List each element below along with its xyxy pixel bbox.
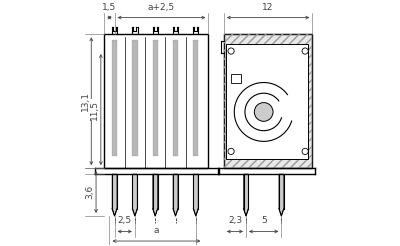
Polygon shape bbox=[173, 40, 178, 156]
Polygon shape bbox=[231, 75, 241, 82]
Text: 3,6: 3,6 bbox=[86, 185, 94, 199]
Polygon shape bbox=[193, 40, 198, 156]
Polygon shape bbox=[132, 174, 137, 216]
Text: 2,3: 2,3 bbox=[228, 216, 242, 226]
Polygon shape bbox=[224, 34, 312, 168]
Text: 2,5: 2,5 bbox=[118, 216, 132, 226]
Text: 11,5: 11,5 bbox=[90, 100, 99, 120]
Circle shape bbox=[254, 103, 273, 121]
Text: 13,1: 13,1 bbox=[81, 91, 90, 111]
Polygon shape bbox=[194, 174, 198, 216]
Polygon shape bbox=[132, 40, 138, 156]
Polygon shape bbox=[244, 174, 248, 216]
Polygon shape bbox=[279, 174, 284, 216]
Text: 1,5: 1,5 bbox=[102, 3, 117, 12]
Text: 12: 12 bbox=[262, 3, 274, 12]
Polygon shape bbox=[173, 174, 178, 216]
Polygon shape bbox=[226, 44, 308, 159]
Text: a+2,5: a+2,5 bbox=[148, 3, 175, 12]
Polygon shape bbox=[152, 40, 158, 156]
Text: a: a bbox=[154, 226, 159, 235]
Polygon shape bbox=[153, 174, 158, 216]
Polygon shape bbox=[112, 174, 117, 216]
Polygon shape bbox=[112, 40, 117, 156]
Text: 5: 5 bbox=[261, 216, 266, 226]
